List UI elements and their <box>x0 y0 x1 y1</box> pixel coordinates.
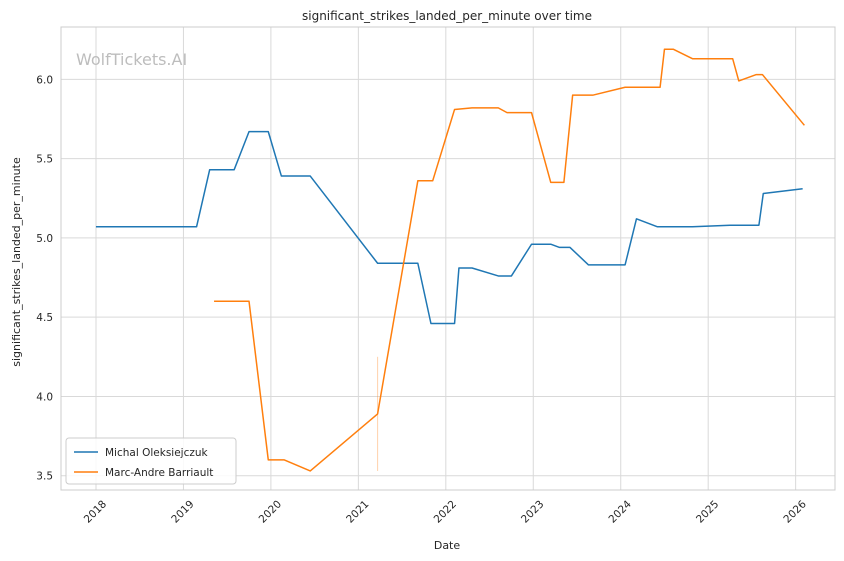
tick-labels: 2018 2019 2020 2021 2022 2023 2024 2025 20263.54… <box>36 74 809 525</box>
watermark-text: WolfTickets.AI <box>76 50 187 69</box>
legend-box <box>65 437 237 485</box>
y-tick-label: 5.0 <box>36 233 53 245</box>
series-line-michal-oleksiejczuk <box>95 130 803 325</box>
y-tick-label: 4.0 <box>36 391 53 403</box>
y-tick-label: 4.5 <box>36 312 53 324</box>
x-axis-label: Date <box>434 539 461 552</box>
plot-frame <box>60 26 836 491</box>
grid-lines <box>61 27 835 490</box>
legend-label-michal-oleksiejczuk: Michal Oleksiejczuk <box>105 447 209 459</box>
y-axis-label: significant_strikes_landed_per_minute <box>10 157 23 367</box>
y-tick-label: 6.0 <box>36 74 53 86</box>
y-tick-label: 5.5 <box>36 154 53 166</box>
y-tick-label: 3.5 <box>36 471 53 483</box>
series-line-marc-andre-barriault <box>214 48 805 472</box>
chart-title: significant_strikes_landed_per_minute ov… <box>302 9 592 23</box>
legend-label-marc-andre-barriault: Marc-Andre Barriault <box>105 467 213 479</box>
series-layer <box>95 48 805 472</box>
legend: Michal Oleksiejczuk Marc-Andre Barriault <box>65 437 237 485</box>
